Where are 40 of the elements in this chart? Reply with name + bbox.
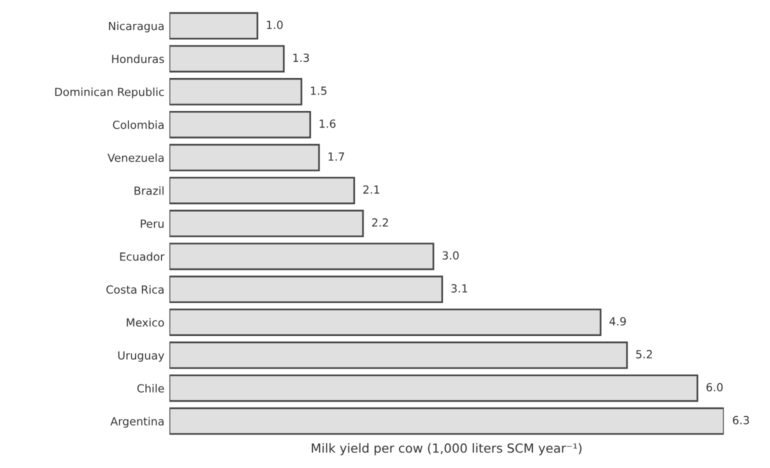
x-axis-title: Milk yield per cow (1,000 liters SCM year⁻¹): [312, 443, 582, 456]
data-label: 3.0: [442, 251, 459, 260]
data-label: 1.3: [293, 54, 309, 62]
y-tick-label: Brazil: [134, 186, 164, 195]
bar: [169, 242, 434, 270]
data-label: 3.1: [451, 284, 468, 293]
bar: [169, 407, 724, 435]
data-label: 1.5: [310, 86, 326, 95]
bar: [169, 78, 302, 106]
data-label: 2.1: [363, 185, 380, 194]
bar: [169, 144, 320, 172]
data-label: 1.6: [320, 119, 336, 128]
bar: [169, 308, 602, 336]
y-tick-label: Peru: [140, 220, 164, 228]
bar: [169, 45, 285, 72]
bar: [169, 276, 444, 304]
data-label: 2.2: [372, 218, 388, 227]
data-label: 5.2: [636, 350, 652, 358]
bar: [169, 176, 356, 204]
y-tick-label: Chile: [137, 384, 164, 393]
bar: [169, 342, 628, 369]
y-tick-label: Nicaragua: [109, 22, 164, 32]
bar: [169, 12, 258, 40]
data-label: 6.3: [732, 416, 749, 424]
bar: [169, 374, 698, 402]
y-tick-label: Honduras: [112, 54, 164, 64]
y-tick-label: Argentina: [110, 416, 164, 428]
y-tick-label: Mexico: [126, 318, 164, 327]
data-label: 1.7: [328, 152, 344, 161]
data-label: 4.9: [609, 317, 626, 326]
bar: [169, 210, 364, 238]
y-tick-label: Colombia: [112, 120, 164, 130]
y-tick-label: Uruguay: [118, 351, 164, 362]
y-tick-label: Dominican Republic: [55, 87, 164, 98]
y-tick-label: Costa Rica: [106, 285, 164, 294]
data-label: 1.0: [266, 20, 283, 30]
data-label: 6.0: [706, 382, 723, 392]
y-tick-label: Ecuador: [120, 252, 165, 261]
bar: [169, 110, 312, 138]
y-tick-label: Venezuela: [108, 153, 164, 162]
